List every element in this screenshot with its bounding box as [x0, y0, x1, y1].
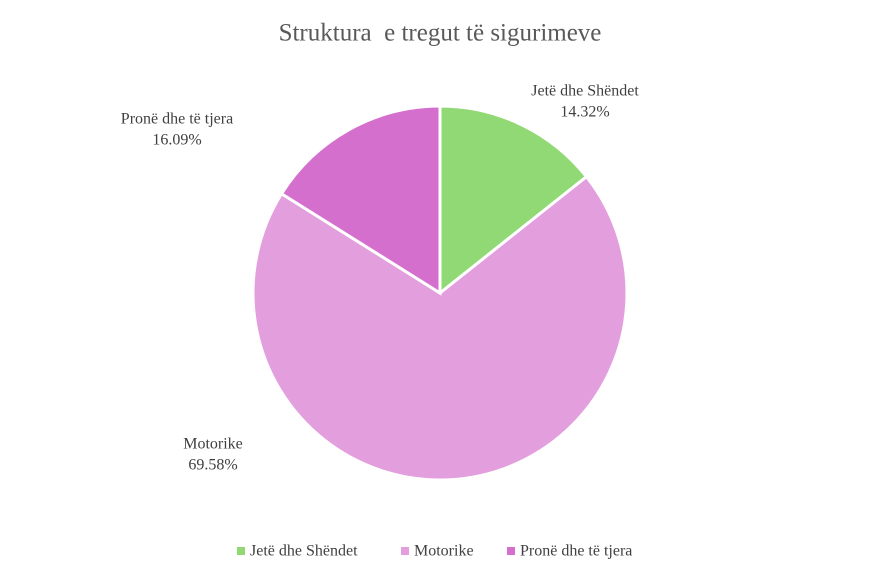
pie-slice — [251, 174, 629, 482]
slice-label: Motorike — [183, 436, 243, 453]
slice-label: Jetë dhe Shëndet — [531, 83, 639, 100]
legend-label: Jetë dhe Shëndet — [250, 543, 358, 560]
slice-value: 16.09% — [152, 132, 201, 149]
pie-slice — [438, 104, 589, 297]
legend-swatch — [237, 547, 245, 555]
slice-value: 69.58% — [188, 457, 237, 474]
legend-swatch — [401, 547, 409, 555]
slice-value: 14.32% — [560, 104, 609, 121]
slice-label: Pronë dhe të tjera — [121, 111, 233, 128]
legend-swatch — [507, 547, 515, 555]
legend-label: Pronë dhe të tjera — [520, 543, 632, 560]
pie-slice — [279, 104, 442, 296]
legend-label: Motorike — [414, 543, 474, 560]
chart-title: Struktura e tregut të sigurimeve — [279, 20, 602, 47]
